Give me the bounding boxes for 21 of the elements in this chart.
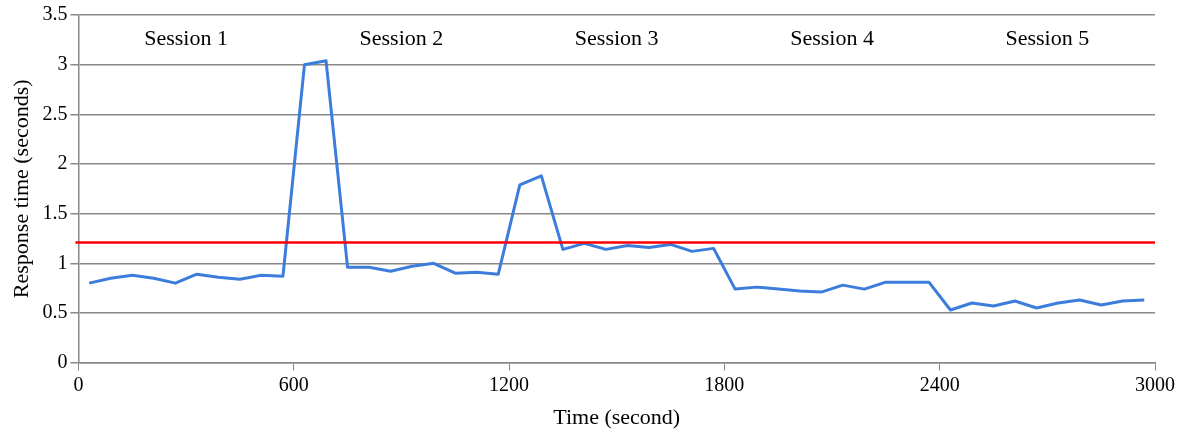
y-tick-label: 0.5 xyxy=(42,300,68,323)
x-tick-label: 0 xyxy=(73,372,84,395)
y-tick-label: 0 xyxy=(57,349,68,372)
x-tick-label: 1200 xyxy=(489,372,530,395)
x-tick-label: 600 xyxy=(278,372,309,395)
y-tick-label: 3.5 xyxy=(42,2,68,25)
annotation: Session 4 xyxy=(790,25,874,51)
annotation: Session 3 xyxy=(574,25,659,51)
x-tick-label: 1800 xyxy=(704,372,745,395)
x-tick-label: 3000 xyxy=(1135,372,1175,395)
y-tick-label: 2 xyxy=(57,151,68,174)
x-axis-title: Time (second) xyxy=(553,403,681,429)
y-tick-label: 3 xyxy=(57,51,68,74)
annotation: Session 2 xyxy=(359,25,444,51)
x-tick-label: 2400 xyxy=(919,372,960,395)
annotation: Session 1 xyxy=(144,25,228,51)
y-axis-title: Response time (seconds) xyxy=(7,79,33,299)
annotation: Session 5 xyxy=(1005,25,1090,51)
y-tick-label: 1.5 xyxy=(42,200,68,223)
y-tick-label: 2.5 xyxy=(42,101,68,124)
y-tick-label: 1 xyxy=(57,250,68,273)
